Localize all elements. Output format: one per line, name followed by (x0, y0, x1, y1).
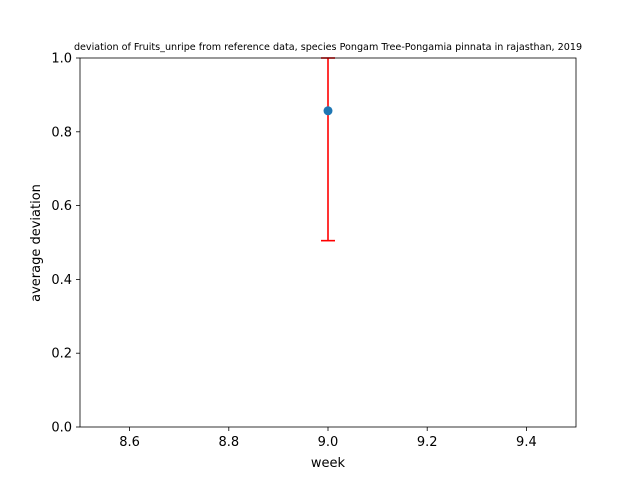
y-axis: 0.0 0.2 0.4 0.6 0.8 1.0 (51, 52, 80, 436)
y-axis-label: average deviation (29, 184, 44, 302)
x-axis-label: week (311, 456, 346, 471)
y-tick-label: 0.6 (51, 199, 72, 214)
y-tick-label: 0.4 (51, 273, 72, 288)
y-tick-label: 0.2 (51, 347, 72, 362)
data-point (323, 106, 333, 116)
x-tick-label: 9.4 (516, 435, 537, 450)
y-tick-label: 1.0 (51, 52, 72, 67)
x-axis: 8.6 8.8 9.0 9.2 9.4 (119, 427, 537, 450)
x-tick-label: 8.8 (218, 435, 239, 450)
x-tick-label: 8.6 (119, 435, 140, 450)
y-tick-label: 0.8 (51, 125, 72, 140)
x-tick-label: 9.0 (318, 435, 339, 450)
chart-title: deviation of Fruits_unripe from referenc… (74, 42, 582, 53)
plot-area (79, 57, 577, 428)
y-tick-label: 0.0 (51, 421, 72, 436)
x-tick-label: 9.2 (417, 435, 438, 450)
